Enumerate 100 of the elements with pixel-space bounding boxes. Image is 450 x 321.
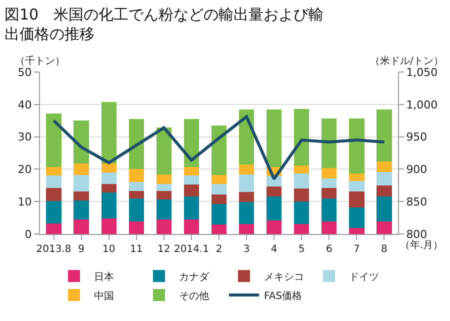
bar xyxy=(211,224,227,234)
x-tick-label: 7 xyxy=(354,244,360,255)
y2-tick-label: 950 xyxy=(406,130,428,144)
bar xyxy=(184,219,200,234)
bar xyxy=(349,181,364,192)
bar xyxy=(128,118,144,170)
y-axis-title: （千トン） xyxy=(15,55,65,67)
bar xyxy=(184,196,200,220)
y-tick-label: 0 xyxy=(24,228,32,241)
bar xyxy=(46,223,62,234)
bar xyxy=(74,219,89,234)
bar xyxy=(266,220,282,234)
bar xyxy=(156,174,172,184)
bar xyxy=(184,166,200,176)
x-tick-label: 5 xyxy=(298,244,305,255)
bar xyxy=(322,188,337,198)
bar xyxy=(294,224,310,234)
bar xyxy=(156,128,172,175)
bar xyxy=(74,200,89,220)
bar xyxy=(238,224,254,234)
bar xyxy=(128,198,144,222)
bar xyxy=(74,175,89,192)
x-tick-label: 10 xyxy=(102,244,116,255)
x-tick-label: 2014.1 xyxy=(174,244,209,255)
bar xyxy=(266,110,282,167)
chart-title: 図10 米国の化工でん粉などの輸出量および輸出価格の推移 xyxy=(4,5,324,43)
legend-label: ドイツ xyxy=(349,272,379,283)
bar xyxy=(101,218,116,234)
bar xyxy=(322,221,337,234)
y2-tick-label: 850 xyxy=(406,195,428,208)
line-series xyxy=(52,115,386,180)
bar xyxy=(74,163,89,176)
bar xyxy=(349,207,364,228)
legend-label: 中国 xyxy=(94,290,114,302)
x-tick-label: 3 xyxy=(243,244,250,255)
x-tick-label: 2 xyxy=(216,244,222,255)
bar xyxy=(74,120,89,164)
x-tick-label: 11 xyxy=(130,244,143,255)
x-tick-label: 4 xyxy=(270,244,278,255)
bar xyxy=(101,172,116,184)
bar xyxy=(46,113,62,167)
bar xyxy=(294,202,310,224)
y-tick-label: 30 xyxy=(18,130,32,144)
bar xyxy=(322,178,337,188)
bar xyxy=(211,175,227,184)
bar xyxy=(376,161,392,172)
bar xyxy=(128,190,144,198)
legend-label: カナダ xyxy=(179,270,210,283)
y2-tick-label: 1,000 xyxy=(406,98,438,112)
bar xyxy=(211,204,227,225)
legend-label: FAS価格 xyxy=(264,290,302,302)
bar xyxy=(128,169,144,182)
bar xyxy=(238,174,254,192)
y2-axis-title: （米ドル/トン） xyxy=(370,55,444,67)
bar xyxy=(294,108,310,166)
bar xyxy=(294,188,310,202)
bar xyxy=(156,190,172,200)
bar xyxy=(349,118,364,174)
bar xyxy=(376,186,392,197)
bar xyxy=(101,184,116,193)
y2-tick-label: 1,050 xyxy=(406,66,438,79)
bar xyxy=(156,199,172,220)
x-tick-label: 12 xyxy=(158,244,170,255)
x-tick-label: 9 xyxy=(78,244,84,255)
bar xyxy=(238,164,254,174)
bar xyxy=(349,228,364,234)
bar xyxy=(46,188,62,201)
bar xyxy=(322,198,337,222)
legend-label: 日本 xyxy=(94,270,114,283)
x-tick-label: 2013.8 xyxy=(36,244,72,255)
x-axis-title: （年.月） xyxy=(400,239,444,251)
bar xyxy=(322,168,337,179)
bar xyxy=(238,202,254,224)
bar xyxy=(376,172,392,186)
bar xyxy=(266,186,282,197)
y2-tick-label: 800 xyxy=(406,228,428,241)
bar xyxy=(376,196,392,222)
bar xyxy=(376,221,392,234)
bar xyxy=(238,192,254,202)
bar xyxy=(156,184,172,191)
bar xyxy=(294,173,310,189)
bar xyxy=(46,200,62,224)
legend-label: その他 xyxy=(179,290,209,302)
bar xyxy=(184,175,200,184)
bar xyxy=(211,184,227,194)
bar xyxy=(46,176,62,188)
bar xyxy=(128,182,144,191)
bar xyxy=(211,125,227,176)
x-tick-label: 8 xyxy=(381,244,388,255)
bar xyxy=(46,166,62,176)
bar xyxy=(74,192,89,200)
bar xyxy=(101,163,116,172)
bar xyxy=(101,192,116,218)
x-tick-label: 6 xyxy=(326,244,332,255)
legend-label: メキシコ xyxy=(264,272,304,283)
bar xyxy=(266,196,282,220)
bar xyxy=(376,109,392,162)
bar xyxy=(101,102,116,164)
bar xyxy=(349,192,364,208)
bar xyxy=(294,165,310,174)
